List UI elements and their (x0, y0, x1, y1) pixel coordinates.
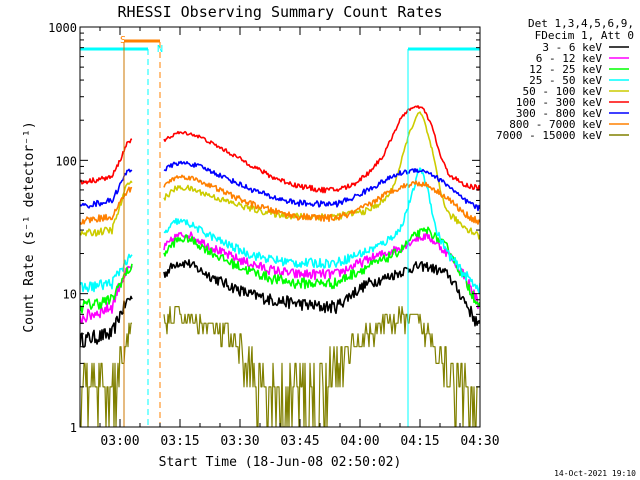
series-line-1-part-1 (163, 231, 480, 310)
series-line-7-part-1 (163, 174, 480, 225)
y-tick-label-2: 100 (55, 154, 77, 168)
x-axis-label: Start Time (18-Jun-08 02:50:02) (159, 455, 402, 470)
series-line-2-part-1 (163, 226, 480, 308)
series-line-5-part-1 (163, 105, 480, 194)
x-tick-label-4: 04:00 (340, 434, 379, 449)
y-tick-label-1: 10 (63, 288, 77, 302)
x-tick-label-2: 03:30 (220, 434, 259, 449)
series-line-8-part-1 (163, 306, 480, 427)
legend-label-5: 100 - 300 keV (516, 96, 602, 109)
x-tick-label-6: 04:30 (460, 434, 499, 449)
legend-header-1: Det 1,3,4,5,6,9, (528, 17, 634, 30)
series-line-2-part-0 (80, 263, 133, 314)
series-line-5-part-0 (80, 138, 133, 185)
annotation-s: S (120, 35, 126, 46)
legend-label-4: 50 - 100 keV (523, 85, 603, 98)
legend: Det 1,3,4,5,6,9, FDecim 1, Att 0 3 - 6 k… (496, 17, 634, 142)
legend-header-2: FDecim 1, Att 0 (535, 29, 634, 42)
legend-label-6: 300 - 800 keV (516, 107, 602, 120)
y-axis-label: Count Rate (s⁻¹ detector⁻¹) (22, 121, 37, 332)
series-line-4-part-1 (163, 111, 480, 240)
y-tick-label-0: 1 (70, 421, 77, 435)
series-line-0-part-0 (80, 295, 133, 348)
x-tick-label-0: 03:00 (100, 434, 139, 449)
plot-area: S N 1 10 100 1000 03:00 03:15 03:30 03:45 04:00 04:… (48, 21, 499, 449)
timestamp: 14-Oct-2021 19:10 (554, 469, 636, 478)
legend-label-7: 800 - 7000 keV (509, 118, 602, 131)
series-line-6-part-1 (163, 160, 480, 212)
x-tick-label-3: 03:45 (280, 434, 319, 449)
series-line-3-part-1 (163, 167, 480, 294)
annotation-n: N (157, 44, 163, 55)
series-line-0-part-1 (163, 259, 480, 327)
series-line-7-part-0 (80, 186, 133, 225)
legend-label-2: 12 - 25 keV (529, 63, 602, 76)
legend-label-8: 7000 - 15000 keV (496, 129, 602, 142)
series-line-6-part-0 (80, 168, 133, 209)
series-line-3-part-0 (80, 253, 133, 293)
chart-title: RHESSI Observing Summary Count Rates (117, 3, 442, 21)
legend-label-0: 3 - 6 keV (542, 41, 602, 54)
legend-label-3: 25 - 50 keV (529, 74, 602, 87)
y-tick-label-3: 1000 (48, 21, 77, 35)
legend-label-1: 6 - 12 keV (536, 52, 603, 65)
x-tick-label-1: 03:15 (160, 434, 199, 449)
series-line-8-part-0 (80, 322, 132, 427)
plot-frame (79, 26, 481, 428)
series-line-1-part-0 (80, 265, 133, 325)
x-tick-label-5: 04:15 (400, 434, 439, 449)
series-line-4-part-0 (80, 180, 133, 237)
